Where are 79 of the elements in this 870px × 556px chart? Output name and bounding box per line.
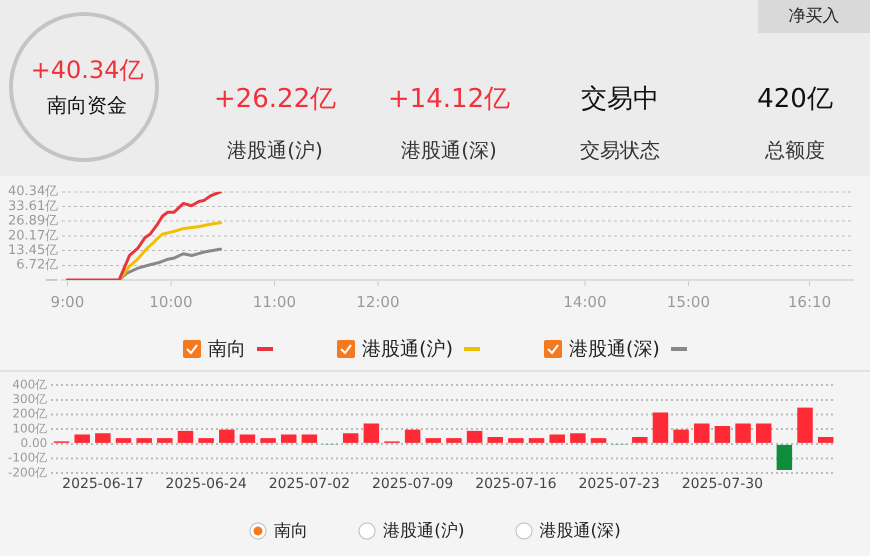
bar <box>280 434 296 443</box>
text: 交易状态 <box>579 137 661 164</box>
bar <box>364 423 380 443</box>
text: 港股通(沪) <box>362 337 453 362</box>
bar <box>116 438 132 443</box>
bar <box>776 444 792 470</box>
y-tick-label: 6.72亿 <box>16 258 58 273</box>
x-tick-label: 9:00 <box>50 292 84 311</box>
y-tick-label: 0.00 <box>20 436 48 450</box>
y-tick-label: -100亿 <box>8 450 48 465</box>
text: 交易中 <box>580 83 660 116</box>
bar <box>219 430 235 443</box>
text: 港股通(沪) <box>226 137 324 164</box>
bar <box>694 423 710 443</box>
y-tick-label: 200亿 <box>12 406 48 421</box>
text: 港股通(深) <box>400 137 498 164</box>
bar <box>652 412 668 443</box>
bar <box>302 434 318 443</box>
text: 港股通(沪) <box>383 520 464 542</box>
text: +40.34亿 <box>30 55 144 86</box>
text: 净买入 <box>758 0 870 33</box>
x-tick-label: 2025-07-16 <box>475 476 557 492</box>
bar <box>797 408 813 443</box>
x-tick-label: 14:00 <box>563 292 607 311</box>
x-tick-label: 12:00 <box>356 292 400 311</box>
bar <box>735 423 751 443</box>
bar <box>426 438 442 443</box>
text: +14.12亿 <box>386 83 512 116</box>
y-tick-label: 400亿 <box>12 377 48 392</box>
x-tick-label: 10:00 <box>149 292 193 311</box>
x-tick-label: 16:10 <box>788 292 832 311</box>
y-tick-label: 13.45亿 <box>8 242 58 258</box>
y-tick-label: 20.17亿 <box>8 228 58 244</box>
bar <box>488 436 503 443</box>
bar <box>198 438 214 443</box>
bar <box>632 436 648 443</box>
bar <box>240 434 256 443</box>
x-tick-label: 2025-06-17 <box>62 476 144 492</box>
text: 南向资金 <box>46 92 128 119</box>
x-tick-label: 2025-07-30 <box>682 476 764 492</box>
bar <box>508 438 524 443</box>
text: +26.22亿 <box>212 83 338 116</box>
bar <box>818 436 834 443</box>
y-tick-label: 100亿 <box>12 421 48 436</box>
bar <box>95 433 111 443</box>
bar <box>157 438 173 443</box>
bar <box>342 433 358 443</box>
x-tick-label: 15:00 <box>666 292 710 311</box>
text: 南向 <box>274 520 308 542</box>
x-tick-label: 2025-06-24 <box>165 476 247 492</box>
bar <box>446 438 462 443</box>
bar <box>136 438 152 443</box>
bar <box>590 438 606 443</box>
text: 南向 <box>208 337 246 362</box>
bar <box>673 430 689 443</box>
bar <box>756 423 772 443</box>
text: 总额度 <box>764 137 826 164</box>
y-tick-label: 40.34亿 <box>8 184 58 200</box>
bar <box>528 438 544 443</box>
x-tick-label: 2025-07-09 <box>372 476 454 492</box>
y-tick-label: — <box>45 272 58 288</box>
y-tick-label: 33.61亿 <box>8 198 58 214</box>
bar <box>404 430 420 443</box>
bar <box>178 430 194 443</box>
bar <box>570 433 586 443</box>
text: 420亿 <box>756 83 834 116</box>
bar <box>714 426 730 443</box>
bar <box>466 430 482 443</box>
bar <box>74 434 90 443</box>
x-tick-label: 2025-07-02 <box>268 476 350 492</box>
x-tick-label: 2025-07-23 <box>578 476 660 492</box>
bar <box>549 434 565 443</box>
y-tick-label: -200亿 <box>8 465 48 480</box>
y-tick-label: 26.89亿 <box>8 214 58 229</box>
bar <box>260 438 276 443</box>
text: 港股通(深) <box>569 337 660 362</box>
text: 港股通(深) <box>540 520 621 542</box>
x-tick-label: 11:00 <box>252 292 296 311</box>
y-tick-label: 300亿 <box>12 392 48 406</box>
